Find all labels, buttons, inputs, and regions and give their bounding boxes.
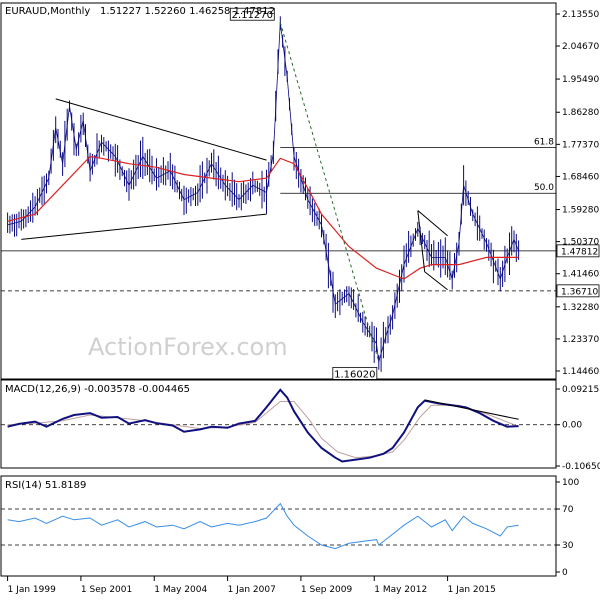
x-tick-label: 1 Jan 2015 [448, 585, 496, 595]
macd-trendline [424, 399, 519, 420]
watermark: ActionForex.com [88, 333, 288, 361]
trendline [21, 213, 267, 240]
rsi-title: RSI(14) 51.8189 [5, 480, 86, 491]
x-tick-label: 1 Jan 2007 [228, 585, 276, 595]
x-tick-label: 1 Sep 2009 [301, 585, 353, 595]
macd-y-tick-label: -0.106503 [562, 462, 600, 472]
level-tag [556, 284, 600, 298]
macd-panel [0, 379, 557, 469]
level-tag-label: 1.47812 [561, 247, 598, 257]
y-tick-label: 1.32280 [562, 303, 599, 313]
rsi-panel [0, 475, 557, 577]
trendline [279, 22, 380, 362]
x-tick-label: 1 Sep 2001 [81, 585, 132, 595]
y-tick-label: 1.86280 [562, 108, 599, 118]
y-tick-label: 1.68460 [562, 172, 599, 182]
macd-y-tick-label: 0.00 [562, 421, 582, 431]
annotation-box [229, 7, 275, 21]
y-tick-label: 1.23370 [562, 335, 599, 345]
macd-title: MACD(12,26,9) -0.003578 -0.004465 [5, 384, 190, 395]
rsi-y-tick-label: 100 [562, 478, 579, 488]
y-tick-label: 1.95490 [562, 75, 599, 85]
annotation-box [332, 366, 378, 380]
macd-y-tick-label: 0.092158 [562, 385, 600, 395]
y-tick-label: 1.14460 [562, 367, 599, 377]
x-tick-label: 1 Jan 1999 [8, 585, 56, 595]
rsi-y-tick-label: 70 [562, 505, 574, 515]
level-tag [556, 244, 600, 258]
y-tick-label: 2.13550 [562, 10, 599, 20]
y-tick-label: 2.04670 [562, 42, 599, 52]
y-tick-label: 1.77370 [562, 140, 599, 150]
rsi-series [7, 502, 519, 550]
macd-series [7, 388, 519, 463]
annotation-label: 2.11270 [232, 10, 273, 21]
y-tick-label: 1.59280 [562, 206, 599, 216]
rsi-y-tick-label: 0 [562, 568, 568, 578]
symbol-label: EURAUD,Monthly [5, 6, 90, 17]
trendline [55, 98, 267, 161]
fib-label: 50.0 [534, 183, 554, 193]
level-tag-label: 1.36710 [561, 287, 598, 297]
x-tick-label: 1 May 2012 [374, 585, 427, 595]
x-tick-label: 1 May 2004 [154, 585, 207, 595]
price-panel [0, 2, 557, 380]
trendline [424, 271, 448, 291]
y-tick-label: 1.50370 [562, 238, 599, 248]
annotation-label: 1.16020 [334, 369, 375, 380]
y-tick-label: 1.41460 [562, 270, 599, 280]
fib-label: 61.8 [534, 137, 554, 147]
rsi-y-tick-label: 30 [562, 541, 574, 551]
trendline [417, 210, 426, 272]
ohlc-label: 1.51227 1.52260 1.46258 1.47812 [100, 6, 275, 17]
trendline [417, 210, 448, 237]
